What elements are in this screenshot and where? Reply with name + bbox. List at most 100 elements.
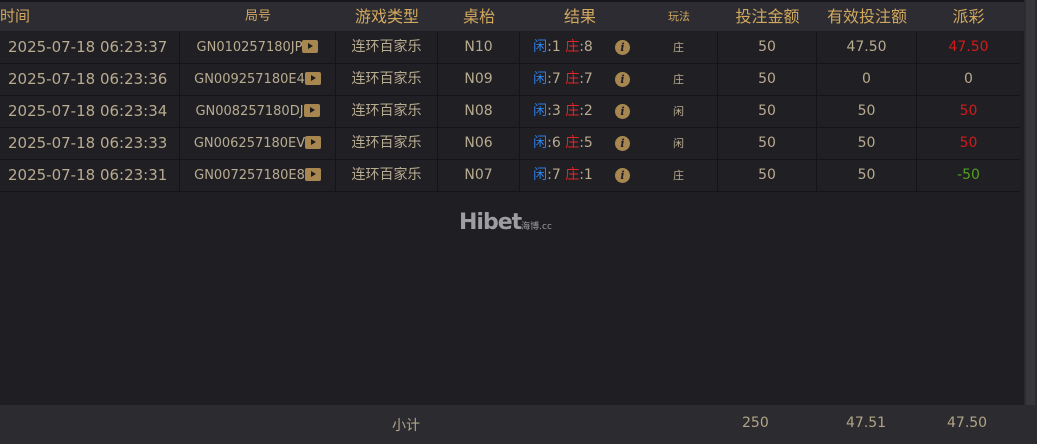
table-row: 2025-07-18 06:23:37 GN010257180JP 连环百家乐 … [0, 32, 1020, 64]
player-score: :3 [547, 103, 561, 119]
header-time: 时间 [0, 7, 31, 25]
play-video-icon[interactable] [304, 72, 321, 85]
player-label: 闲 [533, 167, 548, 183]
time-cell: 2025-07-18 06:23:34 [0, 96, 180, 127]
watermark-brand: Hibet [459, 210, 522, 235]
play-cell: 闲 [640, 96, 718, 127]
payout-cell: -50 [957, 167, 980, 183]
round-id: GN006257180EV [193, 136, 306, 151]
payout-cell: 0 [964, 71, 973, 87]
player-score: :6 [547, 135, 561, 151]
bet-cell: 50 [718, 96, 817, 127]
table-header: 时间 局号 游戏类型 桌枱 结果 玩法 投注金额 有效投注额 派彩 [0, 2, 1024, 31]
table-cell: N08 [438, 96, 520, 127]
round-id: GN009257180E4 [194, 72, 305, 87]
info-icon[interactable]: i [615, 40, 630, 55]
game-cell: 连环百家乐 [336, 160, 438, 191]
banker-label: 庄 [565, 39, 580, 55]
subtotal-row: 小计 250 47.51 47.50 [0, 405, 1024, 444]
info-icon[interactable]: i [615, 136, 630, 151]
header-table: 桌枱 [462, 7, 495, 26]
time-cell: 2025-07-18 06:23:31 [0, 160, 180, 191]
game-cell: 连环百家乐 [336, 64, 438, 95]
player-label: 闲 [533, 103, 548, 119]
game-cell: 连环百家乐 [336, 96, 438, 127]
watermark-cn: 海博 [521, 222, 540, 232]
banker-score: :8 [579, 39, 593, 55]
banker-label: 庄 [565, 71, 580, 87]
result-cell: 闲:7 庄:1 i [520, 160, 640, 191]
game-cell: 连环百家乐 [336, 32, 438, 63]
table-cell: N10 [438, 32, 520, 63]
play-cell: 庄 [640, 160, 718, 191]
valid-bet-cell: 47.50 [817, 32, 917, 63]
play-video-icon[interactable] [303, 104, 320, 117]
vertical-scrollbar[interactable] [1024, 0, 1037, 444]
bet-cell: 50 [718, 160, 817, 191]
table-row: 2025-07-18 06:23:31 GN007257180E8 连环百家乐 … [0, 160, 1020, 192]
header-result: 结果 [563, 7, 596, 26]
bet-cell: 50 [718, 128, 817, 159]
top-border [0, 0, 1024, 2]
player-score: :7 [547, 167, 561, 183]
round-id: GN007257180E8 [194, 168, 305, 183]
watermark-suffix: .cc [539, 222, 552, 232]
table-row: 2025-07-18 06:23:34 GN008257180DJ 连环百家乐 … [0, 96, 1020, 128]
play-cell: 庄 [640, 64, 718, 95]
result-cell: 闲:1 庄:8 i [520, 32, 640, 63]
header-play: 玩法 [668, 10, 690, 23]
player-label: 闲 [533, 39, 548, 55]
player-label: 闲 [533, 71, 548, 87]
play-cell: 闲 [640, 128, 718, 159]
bet-cell: 50 [718, 32, 817, 63]
header-round: 局号 [244, 9, 271, 24]
subtotal-payout: 47.50 [947, 415, 988, 431]
bet-cell: 50 [718, 64, 817, 95]
round-id: GN010257180JP [196, 40, 303, 55]
table-row: 2025-07-18 06:23:33 GN006257180EV 连环百家乐 … [0, 128, 1020, 160]
player-label: 闲 [533, 135, 548, 151]
round-cell: GN006257180EV [180, 128, 336, 159]
valid-bet-cell: 50 [817, 96, 917, 127]
round-cell: GN009257180E4 [180, 64, 336, 95]
banker-score: :1 [579, 167, 593, 183]
subtotal-label: 小计 [392, 418, 420, 434]
valid-bet-cell: 50 [817, 160, 917, 191]
subtotal-valid-bet: 47.51 [846, 415, 887, 431]
game-cell: 连环百家乐 [336, 128, 438, 159]
player-score: :7 [547, 71, 561, 87]
table-cell: N09 [438, 64, 520, 95]
table-row: 2025-07-18 06:23:36 GN009257180E4 连环百家乐 … [0, 64, 1020, 96]
banker-score: :7 [579, 71, 593, 87]
watermark-logo: Hibet海博.cc [459, 210, 552, 235]
banker-label: 庄 [565, 103, 580, 119]
play-video-icon[interactable] [305, 136, 322, 149]
round-cell: GN010257180JP [180, 32, 336, 63]
result-cell: 闲:6 庄:5 i [520, 128, 640, 159]
table-body: 2025-07-18 06:23:37 GN010257180JP 连环百家乐 … [0, 32, 1020, 192]
payout-cell: 50 [959, 135, 978, 151]
info-icon[interactable]: i [615, 104, 630, 119]
header-bet: 投注金额 [735, 7, 800, 26]
valid-bet-cell: 0 [817, 64, 917, 95]
play-video-icon[interactable] [302, 40, 319, 53]
info-icon[interactable]: i [615, 72, 630, 87]
payout-cell: 47.50 [948, 39, 989, 55]
time-cell: 2025-07-18 06:23:33 [0, 128, 180, 159]
banker-label: 庄 [565, 135, 580, 151]
valid-bet-cell: 50 [817, 128, 917, 159]
round-cell: GN008257180DJ [180, 96, 336, 127]
table-cell: N07 [438, 160, 520, 191]
time-cell: 2025-07-18 06:23:37 [0, 32, 180, 63]
player-score: :1 [547, 39, 561, 55]
info-icon[interactable]: i [615, 168, 630, 183]
scrollbar-thumb[interactable] [1026, 0, 1035, 405]
result-cell: 闲:7 庄:7 i [520, 64, 640, 95]
payout-cell: 50 [959, 103, 978, 119]
play-cell: 庄 [640, 32, 718, 63]
banker-score: :2 [579, 103, 593, 119]
banker-score: :5 [579, 135, 593, 151]
play-video-icon[interactable] [304, 168, 321, 181]
header-payout: 派彩 [952, 7, 985, 26]
table-cell: N06 [438, 128, 520, 159]
